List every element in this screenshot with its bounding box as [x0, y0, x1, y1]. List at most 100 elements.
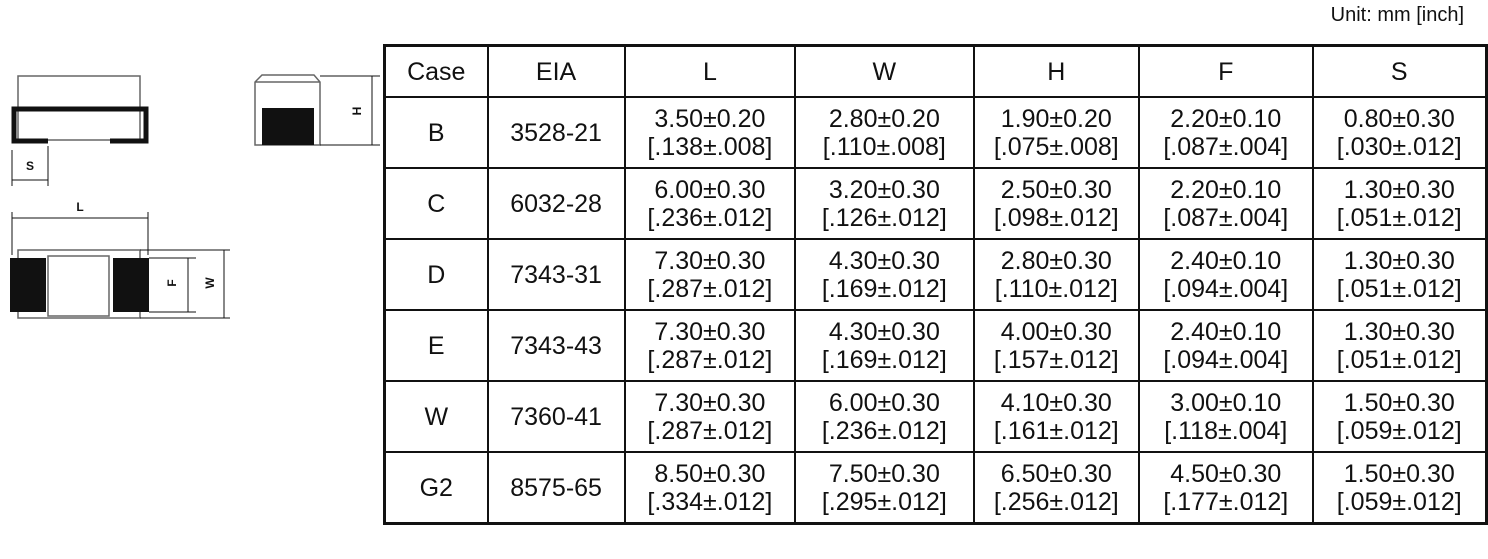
- cell: 4.30±0.30 [.169±.012]: [794, 238, 975, 311]
- inch-value: [.126±.012]: [821, 203, 947, 232]
- cell: 8.50±0.30 [.334±.012]: [623, 451, 797, 525]
- mm-value: 2.20±0.10: [1170, 175, 1282, 204]
- cell: E: [383, 309, 489, 382]
- header-cell: L: [623, 44, 797, 98]
- header-cell: W: [794, 44, 975, 98]
- mm-value: 7.50±0.30: [828, 459, 940, 488]
- header-cell: S: [1311, 44, 1488, 98]
- cell: 2.40±0.10 [.094±.004]: [1138, 309, 1314, 382]
- cell: G2: [383, 451, 489, 525]
- cell: 2.40±0.10 [.094±.004]: [1138, 238, 1314, 311]
- cell: 1.30±0.30 [.051±.012]: [1311, 167, 1488, 240]
- data-row: D 7343-31 7.30±0.30 [.287±.012] 4.30±0.30 [.1…: [383, 238, 1488, 311]
- cell: B: [383, 96, 489, 169]
- dim-label: S: [26, 159, 34, 173]
- header-cell: F: [1138, 44, 1314, 98]
- dim-label: F: [165, 279, 179, 286]
- cell: 3.20±0.30 [.126±.012]: [794, 167, 975, 240]
- cell: W: [383, 380, 489, 453]
- mm-value: 4.30±0.30: [828, 246, 940, 275]
- cell: 4.10±0.30 [.161±.012]: [972, 380, 1141, 453]
- inch-value: [.087±.004]: [1163, 132, 1289, 161]
- inch-value: [.295±.012]: [821, 487, 947, 516]
- inch-value: [.059±.012]: [1336, 487, 1462, 516]
- inch-value: [.110±.012]: [994, 274, 1118, 303]
- cell: 4.50±0.30 [.177±.012]: [1138, 451, 1314, 525]
- mm-value: 6.50±0.30: [1000, 459, 1112, 488]
- cell: 6.50±0.30 [.256±.012]: [972, 451, 1141, 525]
- inch-value: [.236±.012]: [647, 203, 773, 232]
- dim-label: W: [203, 277, 217, 289]
- cell: 7.50±0.30 [.295±.012]: [794, 451, 975, 525]
- cell: 2.50±0.30 [.098±.012]: [972, 167, 1141, 240]
- dimension-drawings: S H L F W: [10, 74, 380, 319]
- inch-value: [.287±.012]: [647, 416, 773, 445]
- mm-value: 4.30±0.30: [828, 317, 940, 346]
- header-cell: H: [972, 44, 1141, 98]
- mm-value: 8.50±0.30: [654, 459, 766, 488]
- inch-value: [.059±.012]: [1336, 416, 1462, 445]
- cell: 2.20±0.10 [.087±.004]: [1138, 167, 1314, 240]
- cell: 2.80±0.20 [.110±.008]: [794, 96, 975, 169]
- cell: 1.30±0.30 [.051±.012]: [1311, 309, 1488, 382]
- mm-value: 1.90±0.20: [1000, 104, 1112, 133]
- mm-value: 2.40±0.10: [1170, 246, 1282, 275]
- cell: C: [383, 167, 489, 240]
- cell: 2.20±0.10 [.087±.004]: [1138, 96, 1314, 169]
- data-row: E 7343-43 7.30±0.30 [.287±.012] 4.30±0.30 [.1…: [383, 309, 1488, 382]
- inch-value: [.161±.012]: [993, 416, 1119, 445]
- cell: 7360-41: [486, 380, 626, 453]
- dim-label: H: [350, 107, 364, 116]
- mm-value: 4.10±0.30: [1000, 388, 1112, 417]
- inch-value: [.087±.004]: [1163, 203, 1289, 232]
- mm-value: 7.30±0.30: [654, 388, 766, 417]
- cell: 7.30±0.30 [.287±.012]: [623, 238, 797, 311]
- cell: 0.80±0.30 [.030±.012]: [1311, 96, 1488, 169]
- data-row: C 6032-28 6.00±0.30 [.236±.012] 3.20±0.30 [.1…: [383, 167, 1488, 240]
- cell: 7343-31: [486, 238, 626, 311]
- mm-value: 1.30±0.30: [1343, 175, 1455, 204]
- cell: 8575-65: [486, 451, 626, 525]
- inch-value: [.236±.012]: [821, 416, 947, 445]
- mm-value: 6.00±0.30: [828, 388, 940, 417]
- mm-value: 3.00±0.10: [1170, 388, 1282, 417]
- inch-value: [.098±.012]: [993, 203, 1119, 232]
- cell: 1.30±0.30 [.051±.012]: [1311, 238, 1488, 311]
- header-cell: EIA: [486, 44, 626, 98]
- cell: 4.30±0.30 [.169±.012]: [794, 309, 975, 382]
- cell: 3528-21: [486, 96, 626, 169]
- data-row: G2 8575-65 8.50±0.30 [.334±.012] 7.50±0.30 [.…: [383, 451, 1488, 525]
- inch-value: [.287±.012]: [647, 274, 773, 303]
- mm-value: 4.00±0.30: [1000, 317, 1112, 346]
- data-row: B 3528-21 3.50±0.20 [.138±.008] 2.80±0.20 [.1…: [383, 96, 1488, 169]
- cell: 4.00±0.30 [.157±.012]: [972, 309, 1141, 382]
- inch-value: [.118±.004]: [1164, 416, 1288, 445]
- cell: 1.50±0.30 [.059±.012]: [1311, 380, 1488, 453]
- cell: 2.80±0.30 [.110±.012]: [972, 238, 1141, 311]
- mm-value: 4.50±0.30: [1170, 459, 1282, 488]
- dimension-table: Case EIA L W H F S B 3528-21 3.50±0.20 [.138±.008]…: [383, 44, 1488, 525]
- inch-value: [.094±.004]: [1163, 274, 1289, 303]
- inch-value: [.138±.008]: [647, 132, 773, 161]
- data-row: W 7360-41 7.30±0.30 [.287±.012] 6.00±0.30 [.2…: [383, 380, 1488, 453]
- mm-value: 7.30±0.30: [654, 246, 766, 275]
- mm-value: 2.80±0.20: [828, 104, 940, 133]
- dim-label: L: [76, 200, 83, 214]
- inch-value: [.169±.012]: [821, 274, 947, 303]
- header-cell: Case: [383, 44, 489, 98]
- mm-value: 3.50±0.20: [654, 104, 766, 133]
- mm-value: 7.30±0.30: [654, 317, 766, 346]
- inch-value: [.287±.012]: [647, 345, 773, 374]
- inch-value: [.030±.012]: [1336, 132, 1462, 161]
- cell: 6032-28: [486, 167, 626, 240]
- cell: 7343-43: [486, 309, 626, 382]
- cell: 6.00±0.30 [.236±.012]: [623, 167, 797, 240]
- inch-value: [.256±.012]: [993, 487, 1119, 516]
- mm-value: 0.80±0.30: [1343, 104, 1455, 133]
- cell: D: [383, 238, 489, 311]
- inch-value: [.051±.012]: [1336, 203, 1462, 232]
- cell: 3.00±0.10 [.118±.004]: [1138, 380, 1314, 453]
- cell: 7.30±0.30 [.287±.012]: [623, 309, 797, 382]
- mm-value: 1.50±0.30: [1343, 459, 1455, 488]
